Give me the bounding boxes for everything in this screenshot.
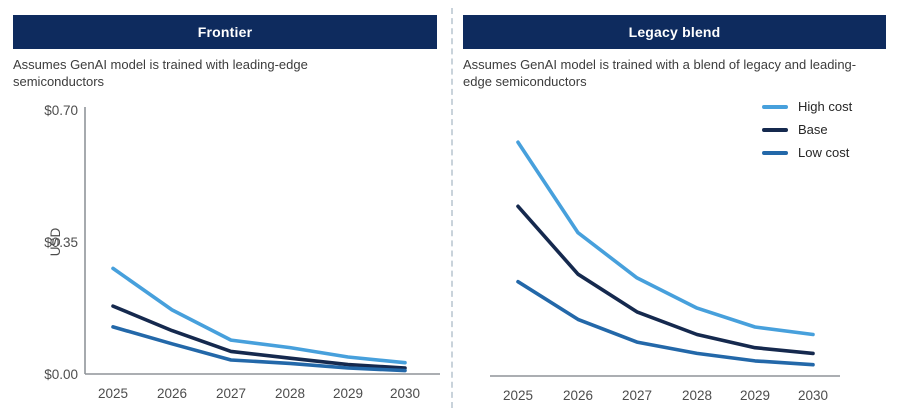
x-tick-label: 2025 — [503, 388, 533, 403]
chart-legend: High cost Base Low cost — [762, 95, 852, 164]
panel-subtitle-frontier: Assumes GenAI model is trained with lead… — [13, 57, 308, 89]
y-tick-label: $0.00 — [44, 367, 78, 382]
series-line-low-cost — [516, 279, 815, 367]
x-tick-label: 2025 — [98, 386, 128, 401]
x-tick-label: 2028 — [682, 388, 712, 403]
series-line-high-cost — [111, 266, 407, 365]
y-tick-label: $0.35 — [44, 235, 78, 250]
legend-label-high-cost: High cost — [798, 99, 853, 114]
legend-item-high-cost: High cost — [762, 95, 852, 118]
x-tick-label: 2029 — [333, 386, 363, 401]
legend-swatch-high-cost — [762, 104, 788, 109]
panel-subtitle-legacy-blend: Assumes GenAI model is trained with a bl… — [463, 57, 857, 89]
series-line-base — [516, 204, 815, 356]
legend-item-base: Base — [762, 118, 852, 141]
x-tick-label: 2030 — [390, 386, 420, 401]
series-line-high-cost — [516, 140, 815, 337]
y-tick-label: $0.70 — [44, 103, 78, 118]
legend-swatch-low-cost — [762, 150, 788, 155]
x-tick-label: 2029 — [740, 388, 770, 403]
legend-label-base: Base — [798, 122, 828, 137]
x-tick-label: 2027 — [622, 388, 652, 403]
panel-header-frontier: Frontier — [13, 15, 437, 49]
chart-legacy-blend: 2025 2026 2027 2028 2029 2030 — [490, 140, 840, 403]
panel-divider-dashed-line — [451, 8, 453, 408]
legend-item-low-cost: Low cost — [762, 141, 852, 164]
series-line-base — [111, 304, 407, 370]
x-tick-label: 2026 — [157, 386, 187, 401]
x-tick-label: 2028 — [275, 386, 305, 401]
x-tick-label: 2027 — [216, 386, 246, 401]
y-axis-title: USD — [48, 228, 63, 257]
x-tick-label: 2030 — [798, 388, 828, 403]
x-tick-label: 2026 — [563, 388, 593, 403]
legend-label-low-cost: Low cost — [798, 145, 850, 160]
legend-swatch-base — [762, 127, 788, 132]
panel-header-legacy-blend: Legacy blend — [463, 15, 886, 49]
chart-frontier: $0.70 $0.35 $0.00 USD 2025 2026 2027 2028 2029 20… — [44, 103, 440, 401]
series-line-low-cost — [111, 325, 407, 373]
